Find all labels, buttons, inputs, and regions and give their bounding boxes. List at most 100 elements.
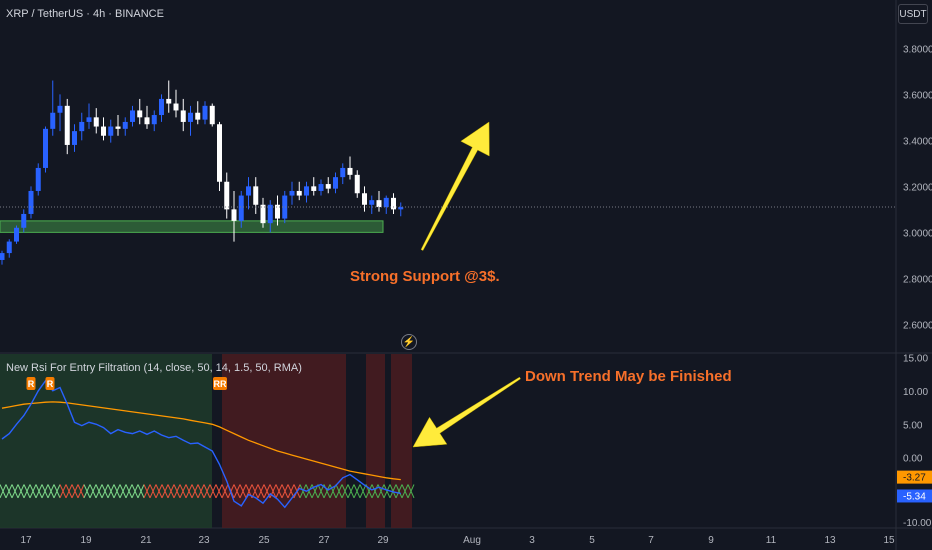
band-hatch	[281, 484, 289, 499]
candle-body	[14, 227, 19, 242]
time-tick-label: 25	[258, 535, 270, 546]
candle-body	[130, 110, 135, 122]
candle-body	[354, 174, 360, 194]
candle-body	[362, 193, 367, 205]
band-hatch	[395, 484, 403, 499]
candle-body	[35, 167, 41, 191]
band-hatch	[269, 484, 277, 499]
band-hatch	[257, 484, 265, 499]
rsi-tick-label: -10.00	[903, 518, 932, 529]
band-hatch	[59, 484, 67, 499]
band-hatch	[29, 484, 37, 499]
candle-body	[180, 110, 186, 122]
candle-body	[86, 117, 92, 122]
band-hatch	[107, 484, 115, 499]
rsi-tick-label: 15.00	[903, 353, 928, 364]
axes: 3.8000 3.6000 3.4000 3.2000 3.0000 2.8000 2.60…	[20, 44, 932, 546]
candle-body	[144, 117, 150, 125]
band-hatch	[401, 484, 409, 499]
band-hatch	[119, 484, 127, 499]
band-hatch	[335, 484, 343, 499]
down-left-arrow	[412, 376, 521, 448]
candle-body	[282, 195, 288, 219]
price-tick-label: 3.8000	[903, 44, 932, 55]
band-hatch	[113, 484, 121, 499]
band-hatch	[5, 484, 13, 499]
rsi-marker-badge	[213, 377, 227, 390]
rsi-markers: R R RR	[26, 377, 227, 390]
band-hatch	[353, 484, 361, 499]
band-hatch	[179, 484, 187, 499]
band-hatch	[251, 484, 259, 499]
candle-body	[79, 121, 85, 132]
rsi-zone-3	[391, 354, 412, 528]
band-hatch	[155, 484, 163, 499]
lightning-icon[interactable]: ⚡	[401, 334, 417, 350]
trend-annotation: Down Trend May be Finished	[525, 368, 732, 385]
indicator-title[interactable]: New Rsi For Entry Filtration (14, close,…	[6, 362, 302, 374]
band-hatch	[371, 484, 379, 499]
band-hatch	[53, 484, 61, 499]
band-hatch	[275, 484, 283, 499]
time-tick-label: 23	[198, 535, 210, 546]
time-tick-label: 9	[708, 535, 714, 546]
band-hatch	[35, 484, 43, 499]
time-tick-label: 27	[318, 535, 330, 546]
candle-body	[209, 105, 215, 125]
candle-body	[246, 186, 251, 196]
band-hatch	[203, 484, 211, 499]
rsi-marker-badge	[45, 377, 55, 390]
band-hatch	[101, 484, 109, 499]
candle-body	[108, 126, 114, 136]
candle-body	[28, 190, 34, 214]
candle-body	[391, 197, 396, 210]
candle-body	[93, 117, 99, 127]
band-hatch	[41, 484, 49, 499]
price-tick-label: 2.6000	[903, 320, 932, 331]
band-hatch	[341, 484, 349, 499]
candle-body	[275, 204, 280, 219]
time-tick-label: 11	[766, 535, 777, 546]
rsi-marker-badge	[26, 377, 36, 390]
rsi-last-value-label: -3.27	[903, 473, 926, 484]
price-tick-label: 3.0000	[903, 228, 932, 239]
band-hatch	[323, 484, 331, 499]
candle-body	[159, 98, 164, 116]
candle-body	[43, 128, 48, 168]
band-hatch	[23, 484, 31, 499]
candle-body	[304, 186, 309, 196]
band-hatch	[233, 484, 241, 499]
band-hatch	[137, 484, 145, 499]
band-hatch	[377, 484, 385, 499]
up-arrow	[420, 121, 490, 251]
band-hatch	[77, 484, 85, 499]
band-hatch	[71, 484, 79, 499]
band-hatch	[215, 484, 223, 499]
band-hatch	[167, 484, 175, 499]
price-tick-label: 3.2000	[903, 182, 932, 193]
candle-body	[253, 186, 259, 205]
support-annotation: Strong Support @3$.	[350, 268, 500, 285]
time-tick-label: 17	[20, 535, 32, 546]
candle-body	[318, 184, 324, 191]
band-hatch	[209, 484, 217, 499]
candle-body	[340, 167, 346, 178]
band-hatch	[131, 484, 139, 499]
candle-body	[347, 167, 353, 175]
band-hatch	[221, 484, 229, 499]
time-tick-label: 5	[589, 535, 595, 546]
band-hatch	[191, 484, 199, 499]
band-hatch	[407, 484, 415, 499]
band-hatch	[65, 484, 73, 499]
support-zone	[0, 220, 384, 233]
candle-body	[64, 105, 70, 145]
time-tick-label: 19	[80, 535, 92, 546]
currency-button[interactable]: USDT	[898, 4, 928, 24]
candle-body	[137, 110, 143, 118]
symbol-title[interactable]: XRP / TetherUS · 4h · BINANCE	[6, 8, 164, 20]
rsi-band	[0, 484, 415, 499]
candle-body	[173, 103, 179, 111]
band-hatch	[287, 484, 295, 499]
time-tick-label: 29	[377, 535, 389, 546]
